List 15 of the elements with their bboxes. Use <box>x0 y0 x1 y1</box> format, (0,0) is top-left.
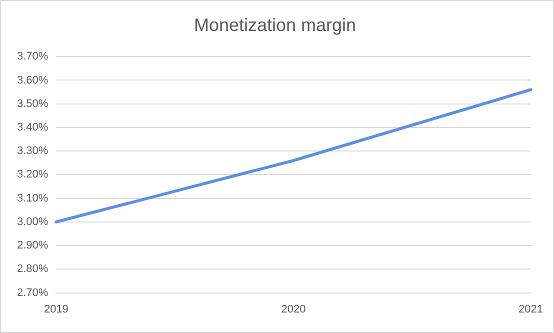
y-tick-label: 3.50% <box>16 98 48 110</box>
y-tick-label: 3.10% <box>16 192 48 204</box>
y-tick-label: 3.00% <box>16 216 48 228</box>
x-tick-label: 2019 <box>44 303 68 316</box>
y-tick-label: 3.20% <box>16 168 48 181</box>
y-tick-label: 3.60% <box>16 74 48 86</box>
y-tick-label: 3.30% <box>16 145 48 158</box>
chart-title: Monetization margin <box>194 14 356 35</box>
y-tick-label: 2.70% <box>16 286 48 299</box>
y-tick-label: 2.80% <box>16 263 48 276</box>
y-tick-label: 2.90% <box>16 240 48 252</box>
y-tick-label: 3.70% <box>16 50 48 63</box>
x-tick-label: 2021 <box>518 303 544 316</box>
x-tick-label: 2020 <box>281 303 306 316</box>
y-tick-label: 3.40% <box>16 121 48 134</box>
